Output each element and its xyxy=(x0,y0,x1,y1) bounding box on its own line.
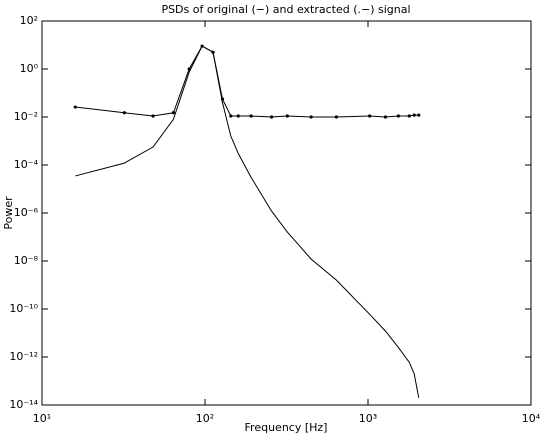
point xyxy=(200,44,204,48)
point xyxy=(334,115,339,119)
x-tick-label: 10³ xyxy=(359,412,377,425)
point xyxy=(417,113,421,117)
series-line xyxy=(75,45,420,398)
y-tick-label: 10² xyxy=(20,14,38,27)
point xyxy=(285,114,289,118)
y-tick-label: 10⁻¹² xyxy=(9,350,38,363)
y-tick-label: 10⁻² xyxy=(14,110,38,123)
point xyxy=(368,114,372,118)
y-axis-label: Power xyxy=(2,196,15,230)
x-tick-label: 10⁴ xyxy=(522,412,541,425)
point xyxy=(187,67,191,71)
point xyxy=(151,114,155,118)
point xyxy=(236,114,240,118)
y-tick-label: 10⁻⁸ xyxy=(14,254,39,267)
point xyxy=(73,105,77,109)
point xyxy=(309,115,313,119)
point xyxy=(383,115,388,119)
point xyxy=(249,114,253,118)
point xyxy=(269,115,274,119)
y-tick-label: 10⁻⁴ xyxy=(14,158,39,171)
x-axis-label: Frequency [Hz] xyxy=(245,421,328,434)
point xyxy=(220,97,225,101)
point xyxy=(229,114,233,118)
point xyxy=(407,114,411,118)
x-tick-label: 10² xyxy=(196,412,214,425)
point xyxy=(412,113,416,117)
chart-title: PSDs of original (−) and extracted (.−) … xyxy=(161,3,410,16)
point xyxy=(171,111,176,115)
point xyxy=(211,50,215,54)
point xyxy=(122,111,126,115)
y-tick-label: 10⁻¹⁰ xyxy=(9,302,38,315)
y-tick-label: 10⁰ xyxy=(20,62,39,75)
x-tick-label: 10¹ xyxy=(33,412,51,425)
y-tick-label: 10⁻⁶ xyxy=(14,206,39,219)
y-tick-label: 10⁻¹⁴ xyxy=(9,398,38,411)
point xyxy=(396,114,400,118)
